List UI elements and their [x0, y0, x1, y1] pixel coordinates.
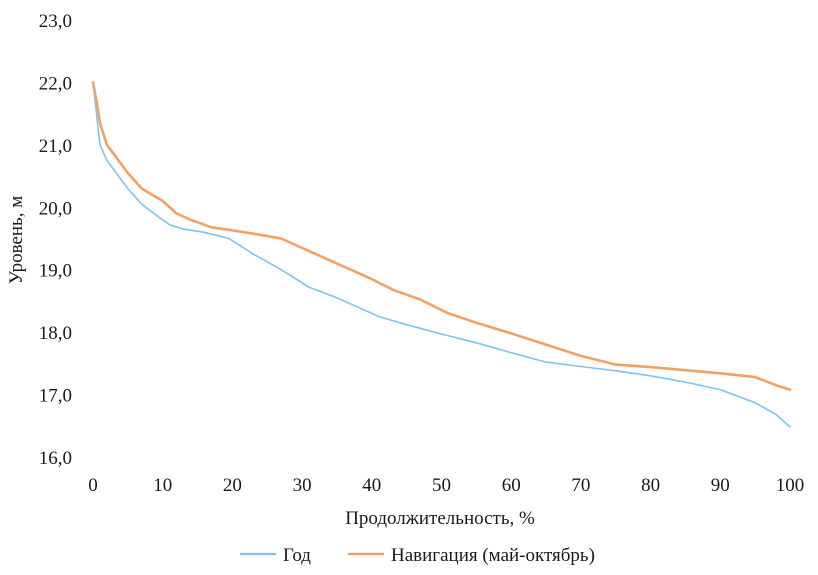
- y-tick-label: 18,0: [39, 323, 72, 344]
- x-tick-label: 10: [153, 475, 172, 496]
- y-tick-label: 17,0: [39, 386, 72, 407]
- y-axis-ticks: 16,0 17,0 18,0 19,0 20,0 21,0 22,0 23,0: [39, 11, 72, 469]
- series-line-navigation: [91, 81, 792, 391]
- x-tick-label: 90: [711, 475, 730, 496]
- x-axis-title: Продолжительность, %: [345, 508, 535, 529]
- series-lines: [91, 81, 792, 428]
- legend: Год Навигация (май-октябрь): [240, 545, 595, 566]
- series-line-god: [92, 81, 791, 428]
- x-tick-label: 100: [776, 475, 805, 496]
- x-tick-label: 70: [571, 475, 590, 496]
- x-tick-label: 80: [641, 475, 660, 496]
- y-tick-label: 19,0: [39, 261, 72, 282]
- x-tick-label: 50: [432, 475, 451, 496]
- y-tick-label: 22,0: [39, 73, 72, 94]
- y-tick-label: 23,0: [39, 11, 72, 32]
- x-tick-label: 60: [502, 475, 521, 496]
- legend-label-navigation: Навигация (май-октябрь): [391, 545, 595, 566]
- y-tick-label: 21,0: [39, 136, 72, 157]
- y-axis-title: Уровень, м: [6, 196, 27, 284]
- x-axis-ticks: 0 10 20 30 40 50 60 70 80 90 100: [88, 475, 804, 496]
- x-tick-label: 40: [362, 475, 381, 496]
- x-tick-label: 20: [223, 475, 242, 496]
- x-tick-label: 30: [293, 475, 312, 496]
- y-tick-label: 16,0: [39, 448, 72, 469]
- y-tick-label: 20,0: [39, 198, 72, 219]
- legend-label-god: Год: [283, 545, 311, 566]
- x-tick-label: 0: [88, 475, 98, 496]
